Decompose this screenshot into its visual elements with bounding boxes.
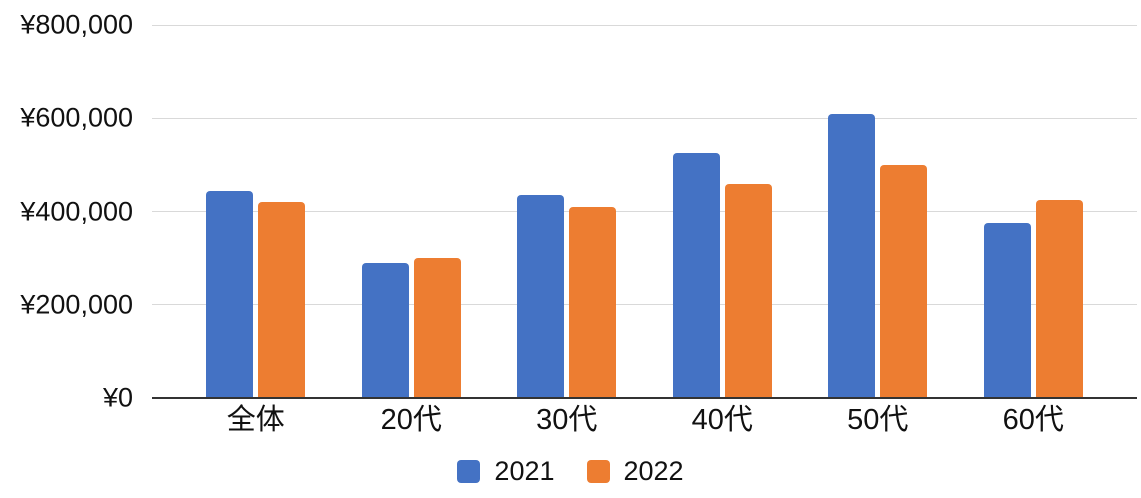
bar-2022-c5: [1035, 199, 1083, 398]
x-axis-line: [152, 397, 1137, 399]
y-tick-label: ¥400,000: [20, 196, 133, 226]
bar-2021-c1: [361, 262, 409, 398]
legend-label: 2022: [623, 456, 684, 486]
legend-swatch-icon: [586, 460, 610, 483]
y-tick-label: ¥0: [102, 382, 133, 413]
x-category-label: 60代: [1002, 404, 1064, 436]
bar-2022-c4: [880, 164, 928, 398]
x-category-label: 20代: [380, 404, 442, 436]
bar-2022-c1: [413, 258, 461, 398]
gridline: [152, 304, 1137, 306]
legend: 2021 2022: [0, 458, 1141, 485]
bar-2021-c4: [828, 113, 876, 398]
x-category-label: 40代: [691, 404, 753, 436]
legend-label: 2021: [494, 456, 555, 486]
x-category-label: 30代: [536, 404, 598, 436]
gridline: [152, 211, 1137, 212]
y-tick-label: ¥600,000: [20, 102, 133, 133]
x-category-label: 全体: [226, 404, 285, 436]
y-tick-label: ¥200,000: [20, 289, 133, 320]
x-category-label: 50代: [847, 404, 909, 436]
bar-2021-c3: [672, 153, 720, 398]
gridline: [152, 24, 1137, 26]
y-tick-label: ¥800,000: [20, 9, 133, 40]
bar-2021-c0: [206, 190, 254, 398]
bar-2022-c3: [724, 183, 772, 398]
gridline: [152, 117, 1137, 119]
bar-2022-c0: [258, 202, 306, 398]
legend-swatch-icon: [457, 460, 481, 483]
bar-2022-c2: [569, 206, 617, 398]
legend-item-2021: 2021: [457, 456, 555, 486]
legend-item-2022: 2022: [586, 456, 684, 486]
bar-2021-c5: [983, 223, 1031, 398]
bar-2021-c2: [517, 195, 565, 398]
